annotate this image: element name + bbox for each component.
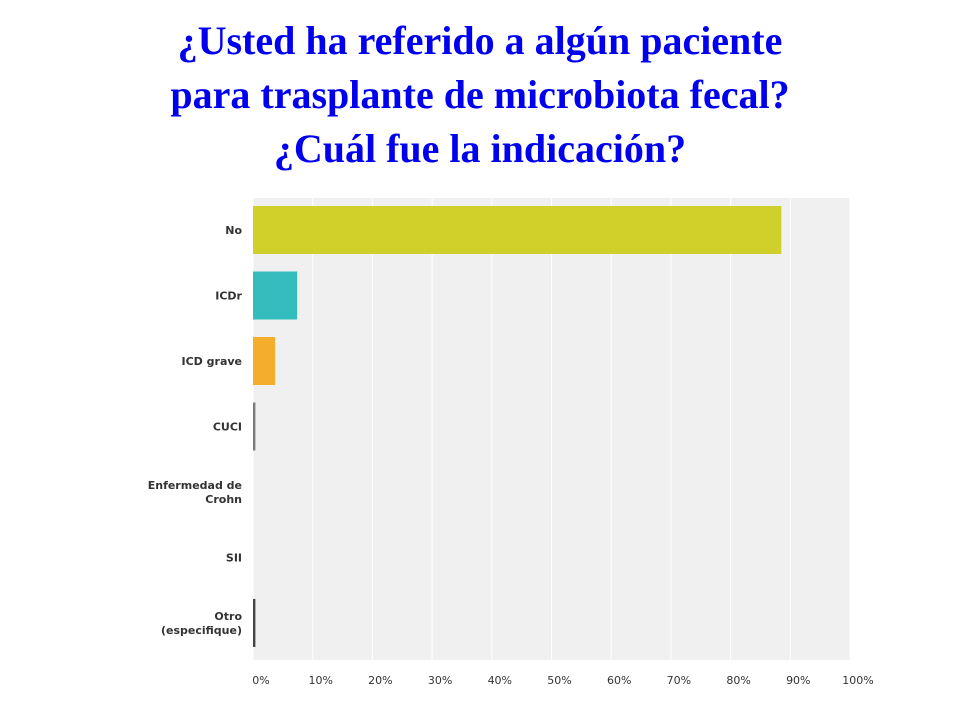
category-label: CUCI xyxy=(213,421,242,434)
category-label: ICDr xyxy=(215,290,242,303)
category-label-line: CUCI xyxy=(213,421,242,434)
title-line-1: ¿Usted ha referido a algún paciente xyxy=(177,18,783,63)
bar xyxy=(253,402,256,451)
x-tick-label: 80% xyxy=(726,674,750,687)
x-tick-label: 100% xyxy=(842,674,873,687)
slide-title: ¿Usted ha referido a algún paciente para… xyxy=(40,14,920,176)
x-tick-label: 10% xyxy=(308,674,332,687)
bars xyxy=(253,206,782,647)
x-tick-labels: 0% 10% 20% 30% 40% 50% 60% 70% 80% 90% 100% xyxy=(252,674,873,687)
x-tick-label: 70% xyxy=(667,674,691,687)
category-label-line: ICDr xyxy=(215,290,242,303)
category-label: Otro (especifique) xyxy=(161,610,242,637)
x-tick-label: 0% xyxy=(252,674,269,687)
category-labels: No ICDr ICD grave CUCI Enfermedad de Crohn SII… xyxy=(148,224,243,637)
x-tick-label: 90% xyxy=(786,674,810,687)
category-label: Enfermedad de Crohn xyxy=(148,479,242,506)
category-label-line: Otro xyxy=(214,610,242,623)
x-tick-label: 50% xyxy=(547,674,571,687)
bar xyxy=(253,206,782,254)
bar xyxy=(253,599,256,647)
category-label-line: ICD grave xyxy=(182,355,242,368)
x-tick-label: 60% xyxy=(607,674,631,687)
category-label-line: Enfermedad de xyxy=(148,479,242,492)
category-label-line: Crohn xyxy=(205,493,242,506)
x-tick-label: 20% xyxy=(368,674,392,687)
category-label-line: (especifique) xyxy=(161,624,242,637)
category-label: SII xyxy=(226,552,242,565)
bar xyxy=(253,271,298,320)
category-label: No xyxy=(225,224,242,237)
category-label-line: SII xyxy=(226,552,242,565)
bar xyxy=(253,337,276,385)
x-tick-label: 30% xyxy=(428,674,452,687)
title-line-3: ¿Cuál fue la indicación? xyxy=(273,126,687,171)
category-label-line: No xyxy=(225,224,242,237)
title-line-2: para trasplante de microbiota fecal? xyxy=(170,72,790,117)
category-label: ICD grave xyxy=(182,355,242,368)
x-tick-label: 40% xyxy=(488,674,512,687)
